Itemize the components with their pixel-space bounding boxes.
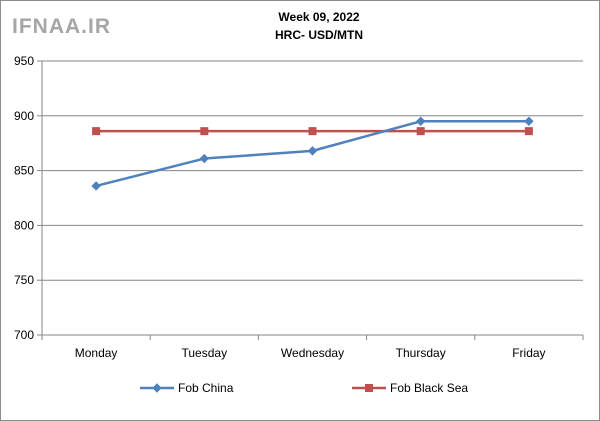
legend-marker-fob-china	[152, 383, 162, 393]
data-point-fob-china	[524, 116, 534, 126]
x-tick-label: Tuesday	[182, 346, 228, 360]
logo-watermark: IFNAA.IR	[12, 15, 111, 38]
legend-label-fob-china: Fob China	[178, 381, 234, 395]
y-tick-label: 900	[14, 109, 34, 123]
y-tick-label: 800	[14, 218, 34, 232]
chart-title: Week 09, 2022	[278, 10, 360, 24]
data-point-fob-black-sea	[200, 127, 209, 136]
x-tick-label: Wednesday	[281, 346, 344, 360]
data-point-fob-china	[307, 146, 318, 156]
y-tick-label: 750	[14, 273, 34, 287]
legend-marker-fob-black-sea	[365, 384, 373, 392]
y-tick-label: 950	[14, 54, 34, 68]
data-point-fob-china	[91, 181, 101, 191]
x-tick-label: Friday	[512, 346, 545, 360]
data-point-fob-black-sea	[308, 127, 317, 136]
x-tick-label: Thursday	[396, 346, 446, 360]
legend-label-fob-black-sea: Fob Black Sea	[390, 381, 468, 395]
data-point-fob-china	[415, 116, 426, 126]
chart-subtitle: HRC- USD/MTN	[275, 28, 363, 42]
data-point-fob-black-sea	[92, 127, 101, 136]
x-tick-label: Monday	[75, 346, 118, 360]
data-point-fob-china	[199, 153, 210, 164]
data-point-fob-black-sea	[524, 127, 533, 136]
y-tick-label: 850	[14, 164, 34, 178]
y-tick-label: 700	[14, 328, 34, 342]
data-point-fob-black-sea	[416, 127, 425, 136]
